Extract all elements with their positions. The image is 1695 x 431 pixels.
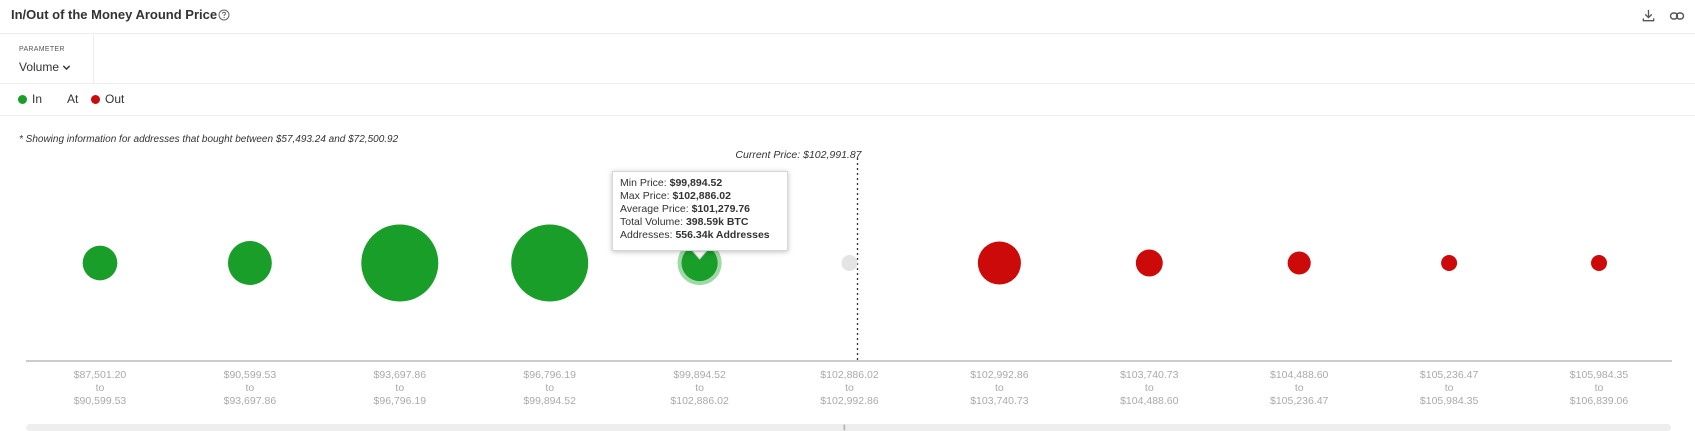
x-tick-label-from: $103,740.73 [1120, 369, 1179, 381]
legend-item-at[interactable]: At [67, 92, 78, 106]
bubble-in[interactable] [82, 245, 118, 281]
legend-label-out: Out [105, 92, 125, 106]
x-tick-label-to: $93,697.86 [224, 395, 277, 407]
x-tick-label-to-word: to [845, 382, 854, 394]
x-tick-label-from: $102,886.02 [820, 369, 879, 381]
parameter-label: PARAMETER [19, 46, 65, 53]
x-tick-label-to-word: to [1595, 382, 1604, 394]
x-tick-label-to-word: to [395, 382, 404, 394]
bubble-at[interactable] [841, 255, 858, 271]
x-tick-label-to-word: to [995, 382, 1004, 394]
bubble-in[interactable] [361, 224, 439, 302]
tooltip-min-price: Min Price: $99,894.52 [620, 177, 723, 189]
tooltip-average-price: Average Price: $101,279.76 [620, 203, 751, 215]
bubble-in[interactable] [681, 244, 718, 282]
x-tick-label-from: $104,488.60 [1270, 369, 1329, 381]
bubble-in[interactable] [511, 224, 589, 302]
legend-item-out[interactable]: Out [91, 92, 124, 106]
x-tick-label-from: $102,992.86 [970, 369, 1029, 381]
x-tick-label-to: $99,894.52 [523, 395, 576, 407]
tooltip-max-price: Max Price: $102,886.02 [620, 190, 731, 202]
x-tick-label-to-word: to [246, 382, 255, 394]
bubble-chart: Current Price: $102,991.87$87,501.20to$9… [26, 150, 1672, 407]
chart-header [0, 0, 1695, 34]
x-tick-label-to-word: to [1145, 382, 1154, 394]
download-icon[interactable] [1641, 8, 1656, 23]
legend-item-in[interactable]: In [18, 92, 42, 106]
bubble-out[interactable] [1287, 251, 1311, 275]
address-range-note: * Showing information for addresses that… [19, 134, 399, 145]
x-tick-label-to-word: to [1445, 382, 1454, 394]
bubble-in[interactable] [227, 241, 272, 285]
parameter-panel [0, 35, 94, 84]
parameter-select[interactable]: Volume [19, 60, 71, 74]
x-tick-label-to-word: to [695, 382, 704, 394]
tooltip-total-volume: Total Volume: 398.59k BTC [620, 216, 749, 228]
x-tick-label-to: $102,992.86 [820, 395, 879, 407]
legend [0, 85, 1695, 116]
help-circle-icon[interactable] [218, 9, 230, 21]
x-tick-label-to: $104,488.60 [1120, 395, 1179, 407]
x-tick-label-to-word: to [545, 382, 554, 394]
x-tick-label-to-word: to [96, 382, 105, 394]
legend-dot-in [18, 94, 27, 104]
link-icon[interactable] [1669, 8, 1685, 24]
x-tick-label-to: $103,740.73 [970, 395, 1029, 407]
parameter-value: Volume [19, 60, 60, 74]
legend-label-in: In [32, 92, 43, 106]
legend-dot-out [91, 94, 100, 104]
bubble-tooltip: Min Price: $99,894.52 Max Price: $102,88… [612, 171, 788, 251]
x-tick-label-from: $96,796.19 [523, 369, 576, 381]
x-tick-label-from: $105,236.47 [1420, 369, 1479, 381]
x-tick-label-to: $90,599.53 [74, 395, 127, 407]
bubble-out[interactable] [1441, 255, 1458, 271]
x-tick-label-to-word: to [1295, 382, 1304, 394]
x-tick-label-to: $105,236.47 [1270, 395, 1329, 407]
tooltip-pointer [691, 250, 708, 260]
tooltip-addresses: Addresses: 556.34k Addresses [620, 229, 770, 241]
x-tick-label-from: $87,501.20 [74, 369, 127, 381]
current-price-label: Current Price: $102,991.87 [735, 150, 862, 161]
x-tick-label-from: $93,697.86 [374, 369, 427, 381]
scroll-grip-icon[interactable]: ||| [843, 425, 846, 431]
x-tick-label-from: $90,599.53 [224, 369, 277, 381]
bubble-out[interactable] [977, 241, 1021, 285]
x-tick-label-to: $102,886.02 [670, 395, 729, 407]
x-tick-label-to: $96,796.19 [374, 395, 427, 407]
chart-title: In/Out of the Money Around Price [11, 7, 218, 22]
bubble-out[interactable] [1135, 249, 1163, 277]
x-tick-label-to: $105,984.35 [1420, 395, 1479, 407]
horizontal-scrollbar[interactable] [26, 424, 1671, 431]
legend-label-at: At [67, 92, 79, 106]
chevron-down-icon [62, 64, 71, 70]
x-tick-label-from: $99,894.52 [673, 369, 726, 381]
bubble-out[interactable] [1591, 255, 1607, 271]
x-tick-label-to: $106,839.06 [1570, 395, 1629, 407]
parameter-strip [94, 35, 1695, 84]
x-tick-label-from: $105,984.35 [1570, 369, 1629, 381]
